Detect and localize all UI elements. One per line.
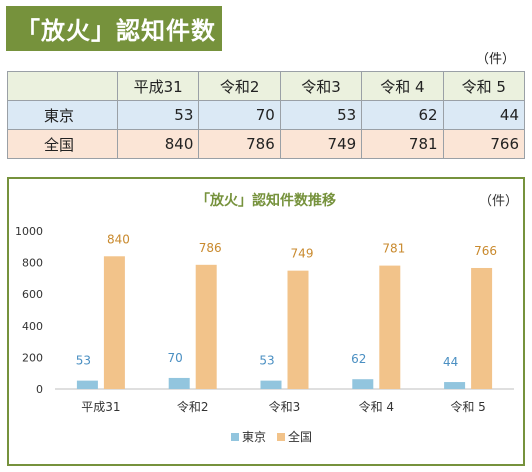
- table-cell: 62: [361, 100, 444, 130]
- y-tick-label: 200: [22, 351, 43, 364]
- row-label-tokyo: 東京: [7, 100, 118, 130]
- bar-tokyo: [444, 382, 466, 389]
- data-table: 平成31 令和2 令和3 令和 4 令和 5 東京 53 70 53 62 44…: [7, 71, 526, 159]
- bar-zenkoku: [195, 264, 217, 389]
- x-tick-label: 令和2: [177, 399, 209, 414]
- table-header-row: 平成31 令和2 令和3 令和 4 令和 5: [7, 71, 526, 101]
- table-cell: 786: [198, 129, 281, 159]
- data-label-zenkoku: 781: [382, 242, 405, 256]
- table-header-cell: 令和2: [198, 71, 281, 101]
- legend-label-tokyo: 東京: [242, 430, 266, 444]
- x-tick-label: 令和3: [269, 399, 301, 414]
- legend-swatch-tokyo: [231, 433, 239, 441]
- bar-zenkoku: [287, 270, 309, 389]
- data-label-tokyo: 70: [168, 351, 183, 365]
- y-tick-label: 0: [36, 383, 43, 396]
- x-tick-label: 令和 5: [450, 399, 485, 414]
- data-label-tokyo: 53: [259, 354, 274, 368]
- table-row-tokyo: 東京 53 70 53 62 44: [7, 100, 526, 130]
- bar-tokyo: [260, 380, 282, 389]
- table-cell: 840: [116, 129, 200, 159]
- x-tick-label: 令和 4: [359, 399, 394, 414]
- data-label-tokyo: 62: [351, 352, 366, 366]
- table-header-cell: 令和3: [279, 71, 363, 101]
- table-cell: 44: [442, 100, 526, 130]
- table-cell: 749: [279, 129, 363, 159]
- y-tick-label: 600: [22, 288, 43, 301]
- table-header-cell: 平成31: [116, 71, 200, 101]
- data-label-zenkoku: 840: [107, 232, 130, 246]
- bar-tokyo: [76, 380, 98, 389]
- chart-unit: （件）: [479, 194, 518, 209]
- table-corner-cell: [7, 71, 118, 101]
- legend-swatch-zenkoku: [277, 433, 285, 441]
- table-cell: 781: [361, 129, 444, 159]
- page-title: 「放火」認知件数: [16, 17, 216, 45]
- y-tick-label: 400: [22, 320, 43, 333]
- table-cell: 53: [116, 100, 200, 130]
- data-label-zenkoku: 766: [474, 244, 497, 258]
- table-cell: 70: [198, 100, 281, 130]
- bar-zenkoku: [379, 265, 401, 389]
- table-row-zenkoku: 全国 840 786 749 781 766: [7, 129, 526, 159]
- data-label-tokyo: 53: [76, 354, 91, 368]
- legend-label-zenkoku: 全国: [288, 429, 312, 444]
- table-cell: 53: [279, 100, 363, 130]
- y-tick-label: 800: [22, 257, 43, 270]
- bar-zenkoku: [471, 267, 493, 389]
- bar-zenkoku: [103, 256, 125, 389]
- table-unit: （件）: [476, 52, 516, 67]
- table-header-cell: 令和 5: [442, 71, 526, 101]
- data-label-tokyo: 44: [443, 355, 458, 369]
- page-title-box: 「放火」認知件数: [6, 6, 222, 51]
- data-label-zenkoku: 749: [291, 247, 314, 261]
- bar-tokyo: [352, 379, 374, 389]
- bar-chart: 「放火」認知件数推移 （件） 0 200 400 600 800 1000 53 840 平成31 7…: [15, 192, 518, 444]
- x-tick-label: 平成31: [81, 400, 120, 414]
- row-label-zenkoku: 全国: [7, 129, 118, 159]
- bar-tokyo: [168, 377, 190, 389]
- chart-frame: 「放火」認知件数推移 （件） 0 200 400 600 800 1000 53 840 平成31 7…: [7, 177, 525, 466]
- chart-title: 「放火」認知件数推移: [196, 192, 336, 209]
- data-label-zenkoku: 786: [199, 241, 222, 255]
- y-tick-label: 1000: [15, 225, 43, 238]
- table-cell: 766: [442, 129, 526, 159]
- table-header-cell: 令和 4: [361, 71, 444, 101]
